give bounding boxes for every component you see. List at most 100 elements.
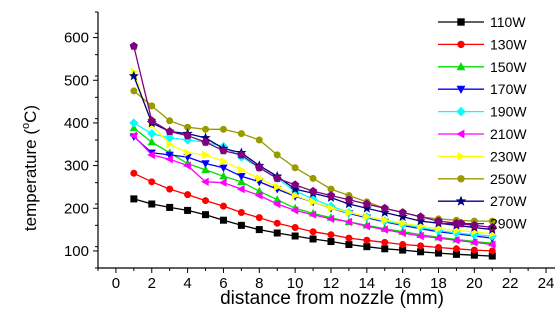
data-point-150w (237, 177, 246, 185)
data-point-290w (380, 203, 389, 212)
legend-marker-150w (456, 62, 466, 71)
data-point-210w (183, 161, 191, 170)
data-point-290w (290, 180, 300, 189)
data-point-190w (147, 128, 157, 139)
x-tick-label: 22 (502, 275, 519, 292)
data-point-230w (220, 157, 228, 166)
series-230w (130, 67, 497, 239)
data-point-110w (237, 221, 245, 229)
data-point-130w (309, 228, 317, 236)
data-point-130w (381, 238, 389, 246)
data-point-290w (147, 116, 156, 125)
data-point-210w (201, 177, 209, 187)
data-point-230w (435, 224, 443, 233)
data-point-130w (417, 242, 425, 250)
legend: 110W 130W 150W 170W 190W 210W 230W 250W 270W 290W (438, 14, 527, 232)
legend-label: 110W (490, 14, 526, 30)
x-tick-label: 0 (112, 275, 120, 292)
legend-item-270w: 270W (438, 193, 527, 209)
data-point-290w (273, 174, 282, 182)
data-point-290w (434, 216, 443, 225)
legend-marker-210w (456, 129, 465, 139)
data-point-230w (363, 212, 372, 222)
data-point-210w (308, 210, 317, 219)
y-tick-label: 300 (64, 158, 89, 175)
data-point-210w (218, 178, 227, 187)
y-axis-title-tail: C) (21, 105, 40, 123)
data-point-130w (237, 209, 245, 217)
data-point-230w (256, 174, 264, 183)
x-axis-title: distance from nozzle (mm) (220, 288, 444, 309)
legend-marker-130w (457, 40, 465, 49)
legend-marker-190w (456, 106, 466, 117)
data-point-250w (166, 117, 174, 125)
data-point-290w (416, 212, 425, 221)
x-tick-label: 12 (323, 275, 340, 292)
data-point-290w (344, 195, 354, 204)
data-point-110w (130, 195, 138, 203)
data-point-210w (344, 217, 353, 227)
legend-marker-250w (457, 175, 465, 183)
data-point-130w (166, 185, 174, 193)
series-210w (129, 131, 496, 249)
data-point-270w (343, 198, 354, 209)
data-point-270w (379, 207, 390, 217)
legend-item-290w: 290W (438, 216, 527, 232)
data-point-210w (129, 131, 137, 140)
y-tick-label: 400 (64, 115, 89, 132)
data-point-230w (345, 208, 354, 217)
data-point-230w (202, 150, 211, 160)
data-point-110w (148, 200, 156, 208)
legend-marker-270w (455, 195, 467, 206)
series-290w (129, 41, 497, 231)
y-tick-label: 200 (64, 200, 89, 217)
data-point-250w (291, 164, 299, 172)
data-point-290w (201, 137, 210, 146)
legend-item-210w: 210W (438, 126, 527, 142)
data-point-170w (201, 160, 210, 168)
data-point-110w (273, 229, 281, 237)
data-point-150w (219, 171, 228, 180)
data-point-130w (327, 231, 335, 239)
data-point-210w (451, 236, 460, 245)
legend-item-230w: 230W (438, 148, 527, 164)
data-point-230w (417, 221, 426, 231)
x-tick-label: 14 (358, 275, 375, 292)
data-point-250w (309, 174, 317, 182)
data-point-270w (415, 215, 426, 226)
data-point-210w (272, 199, 281, 209)
legend-label: 250W (490, 171, 527, 187)
data-point-230w (399, 218, 408, 228)
data-point-150w (147, 137, 156, 146)
data-point-230w (166, 140, 175, 149)
data-point-130w (148, 178, 156, 186)
legend-item-250w: 250W (438, 171, 527, 187)
data-point-250w (273, 151, 281, 159)
legend-item-170w: 170W (438, 81, 527, 97)
data-point-230w (381, 215, 390, 225)
legend-label: 170W (490, 81, 527, 97)
data-point-130w (219, 202, 227, 210)
data-point-230w (273, 182, 282, 192)
data-point-230w (238, 165, 246, 175)
data-point-110w (345, 241, 353, 249)
data-point-210w (326, 214, 335, 224)
x-tick-label: 2 (148, 275, 156, 292)
y-tick-label: 100 (64, 243, 89, 260)
x-tick-label: 18 (430, 275, 447, 292)
data-point-150w (201, 165, 210, 173)
data-point-130w (255, 214, 263, 222)
legend-label: 150W (490, 59, 527, 75)
x-tick-label: 4 (183, 275, 191, 292)
legend-item-150w: 150W (438, 59, 527, 75)
data-point-230w (309, 197, 318, 207)
data-point-290w (488, 223, 497, 231)
data-point-110w (309, 235, 317, 243)
data-point-290w (165, 127, 174, 135)
data-point-210w (469, 238, 478, 247)
data-point-230w (327, 204, 336, 213)
data-point-130w (291, 223, 299, 231)
data-point-130w (435, 244, 443, 252)
